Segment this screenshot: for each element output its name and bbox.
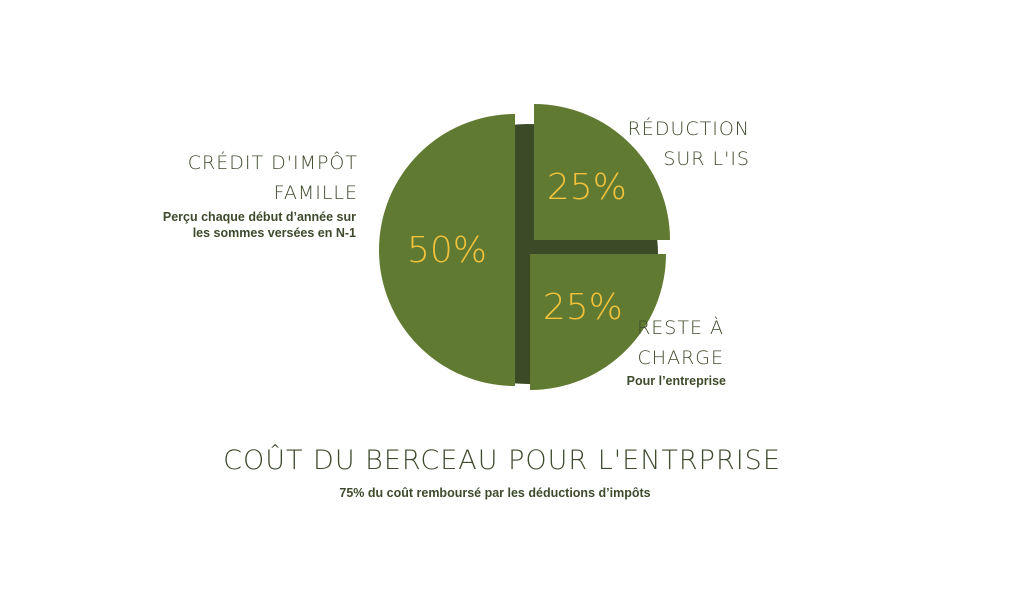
- pie-slice: [379, 114, 515, 386]
- label-reduction-is: RÉDUCTION SUR L'IS: [627, 118, 750, 170]
- label-reste-charge: RESTE À CHARGE: [637, 317, 724, 369]
- pie-slice: [534, 104, 670, 240]
- label-credit-impot-text: CRÉDIT D'IMPÔT FAMILLE: [187, 152, 358, 204]
- label-reste-charge-description: Pour l’entreprise: [626, 374, 726, 388]
- slice-value-label: 50%: [407, 230, 487, 271]
- label-credit-impot-description: Perçu chaque début d’année sur les somme…: [162, 210, 356, 240]
- chart-title: COÛT DU BERCEAU POUR L'ENTRPRISE: [223, 445, 781, 476]
- chart-subtitle: 75% du coût remboursé par les déductions…: [339, 486, 651, 500]
- slice-value-label: 25%: [547, 167, 627, 208]
- slice-value-label: 25%: [543, 287, 623, 328]
- label-credit-impot: CRÉDIT D'IMPÔT FAMILLE: [150, 148, 358, 208]
- pie-slice: [530, 254, 666, 390]
